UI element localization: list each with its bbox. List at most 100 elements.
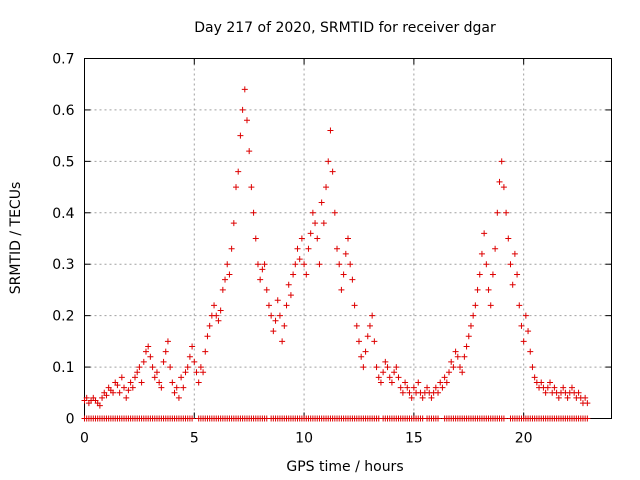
- data-point: [393, 364, 400, 371]
- data-point: [560, 384, 567, 391]
- data-point: [467, 322, 474, 329]
- x-tick-label: 10: [295, 431, 313, 447]
- data-point: [305, 245, 312, 252]
- data-point: [281, 322, 288, 329]
- data-point: [505, 235, 512, 242]
- data-point: [518, 322, 525, 329]
- data-point: [380, 369, 387, 376]
- x-tick-label: 5: [190, 431, 199, 447]
- data-point: [237, 132, 244, 139]
- data-point: [525, 328, 532, 335]
- data-point: [435, 389, 442, 396]
- data-point: [340, 271, 347, 278]
- data-point: [127, 379, 134, 386]
- data-point: [582, 394, 589, 401]
- data-point: [498, 158, 505, 165]
- data-point: [228, 245, 235, 252]
- data-point: [241, 86, 248, 93]
- data-point: [151, 374, 158, 381]
- data-point: [349, 276, 356, 283]
- data-point: [362, 348, 369, 355]
- data-point: [243, 117, 250, 124]
- data-point: [219, 286, 226, 293]
- data-point: [309, 209, 316, 216]
- zero-level-point: [500, 415, 507, 422]
- data-point: [314, 235, 321, 242]
- data-point: [555, 394, 562, 401]
- data-point: [478, 250, 485, 257]
- data-point: [443, 379, 450, 386]
- data-point: [415, 379, 422, 386]
- y-tick-label: 0.5: [52, 154, 74, 170]
- data-point: [336, 261, 343, 268]
- y-tick-label: 0.3: [52, 257, 74, 273]
- data-point: [294, 245, 301, 252]
- data-point: [162, 348, 169, 355]
- zero-level-point: [435, 415, 442, 422]
- data-point: [419, 394, 426, 401]
- data-point: [331, 209, 338, 216]
- data-point: [235, 168, 242, 175]
- data-point: [355, 338, 362, 345]
- data-point: [461, 353, 468, 360]
- data-point: [327, 127, 334, 134]
- data-point: [358, 353, 365, 360]
- data-point: [511, 250, 518, 257]
- data-point: [364, 333, 371, 340]
- data-point: [347, 261, 354, 268]
- data-point: [136, 364, 143, 371]
- data-point: [134, 369, 141, 376]
- data-point: [149, 364, 156, 371]
- data-point: [103, 392, 110, 399]
- data-point: [268, 312, 275, 319]
- data-point: [452, 348, 459, 355]
- data-point: [459, 369, 466, 376]
- data-point: [197, 364, 204, 371]
- data-point: [527, 348, 534, 355]
- data-point: [138, 379, 145, 386]
- data-point: [410, 384, 417, 391]
- data-point: [353, 322, 360, 329]
- data-point: [158, 384, 165, 391]
- data-point: [230, 220, 237, 227]
- zero-level-point: [189, 415, 196, 422]
- data-point: [564, 394, 571, 401]
- data-point: [450, 364, 457, 371]
- data-point: [439, 384, 446, 391]
- data-point: [386, 374, 393, 381]
- y-tick-label: 0.7: [52, 52, 74, 68]
- data-point: [140, 358, 147, 365]
- data-point: [448, 358, 455, 365]
- data-point: [276, 312, 283, 319]
- data-point: [489, 271, 496, 278]
- data-point: [160, 358, 167, 365]
- data-point: [316, 261, 323, 268]
- data-point: [329, 168, 336, 175]
- data-point: [470, 312, 477, 319]
- y-tick-label: 0.6: [52, 103, 74, 119]
- data-point: [323, 184, 330, 191]
- data-point: [485, 286, 492, 293]
- zero-level-point: [584, 415, 591, 422]
- data-point: [287, 292, 294, 299]
- x-tick-label: 0: [80, 431, 89, 447]
- data-point: [492, 245, 499, 252]
- data-point: [142, 348, 149, 355]
- data-point: [193, 369, 200, 376]
- data-point: [118, 374, 125, 381]
- data-point: [472, 302, 479, 309]
- grid-lines: [84, 58, 612, 419]
- data-point: [312, 220, 319, 227]
- data-point: [496, 178, 503, 185]
- data-point: [83, 394, 90, 401]
- data-point: [211, 302, 218, 309]
- data-point: [204, 333, 211, 340]
- y-tick-label: 0.2: [52, 309, 74, 325]
- data-point: [318, 199, 325, 206]
- data-point: [428, 394, 435, 401]
- data-point: [351, 302, 358, 309]
- data-point: [125, 387, 132, 394]
- data-point: [375, 374, 382, 381]
- data-point: [568, 384, 575, 391]
- data-point: [202, 348, 209, 355]
